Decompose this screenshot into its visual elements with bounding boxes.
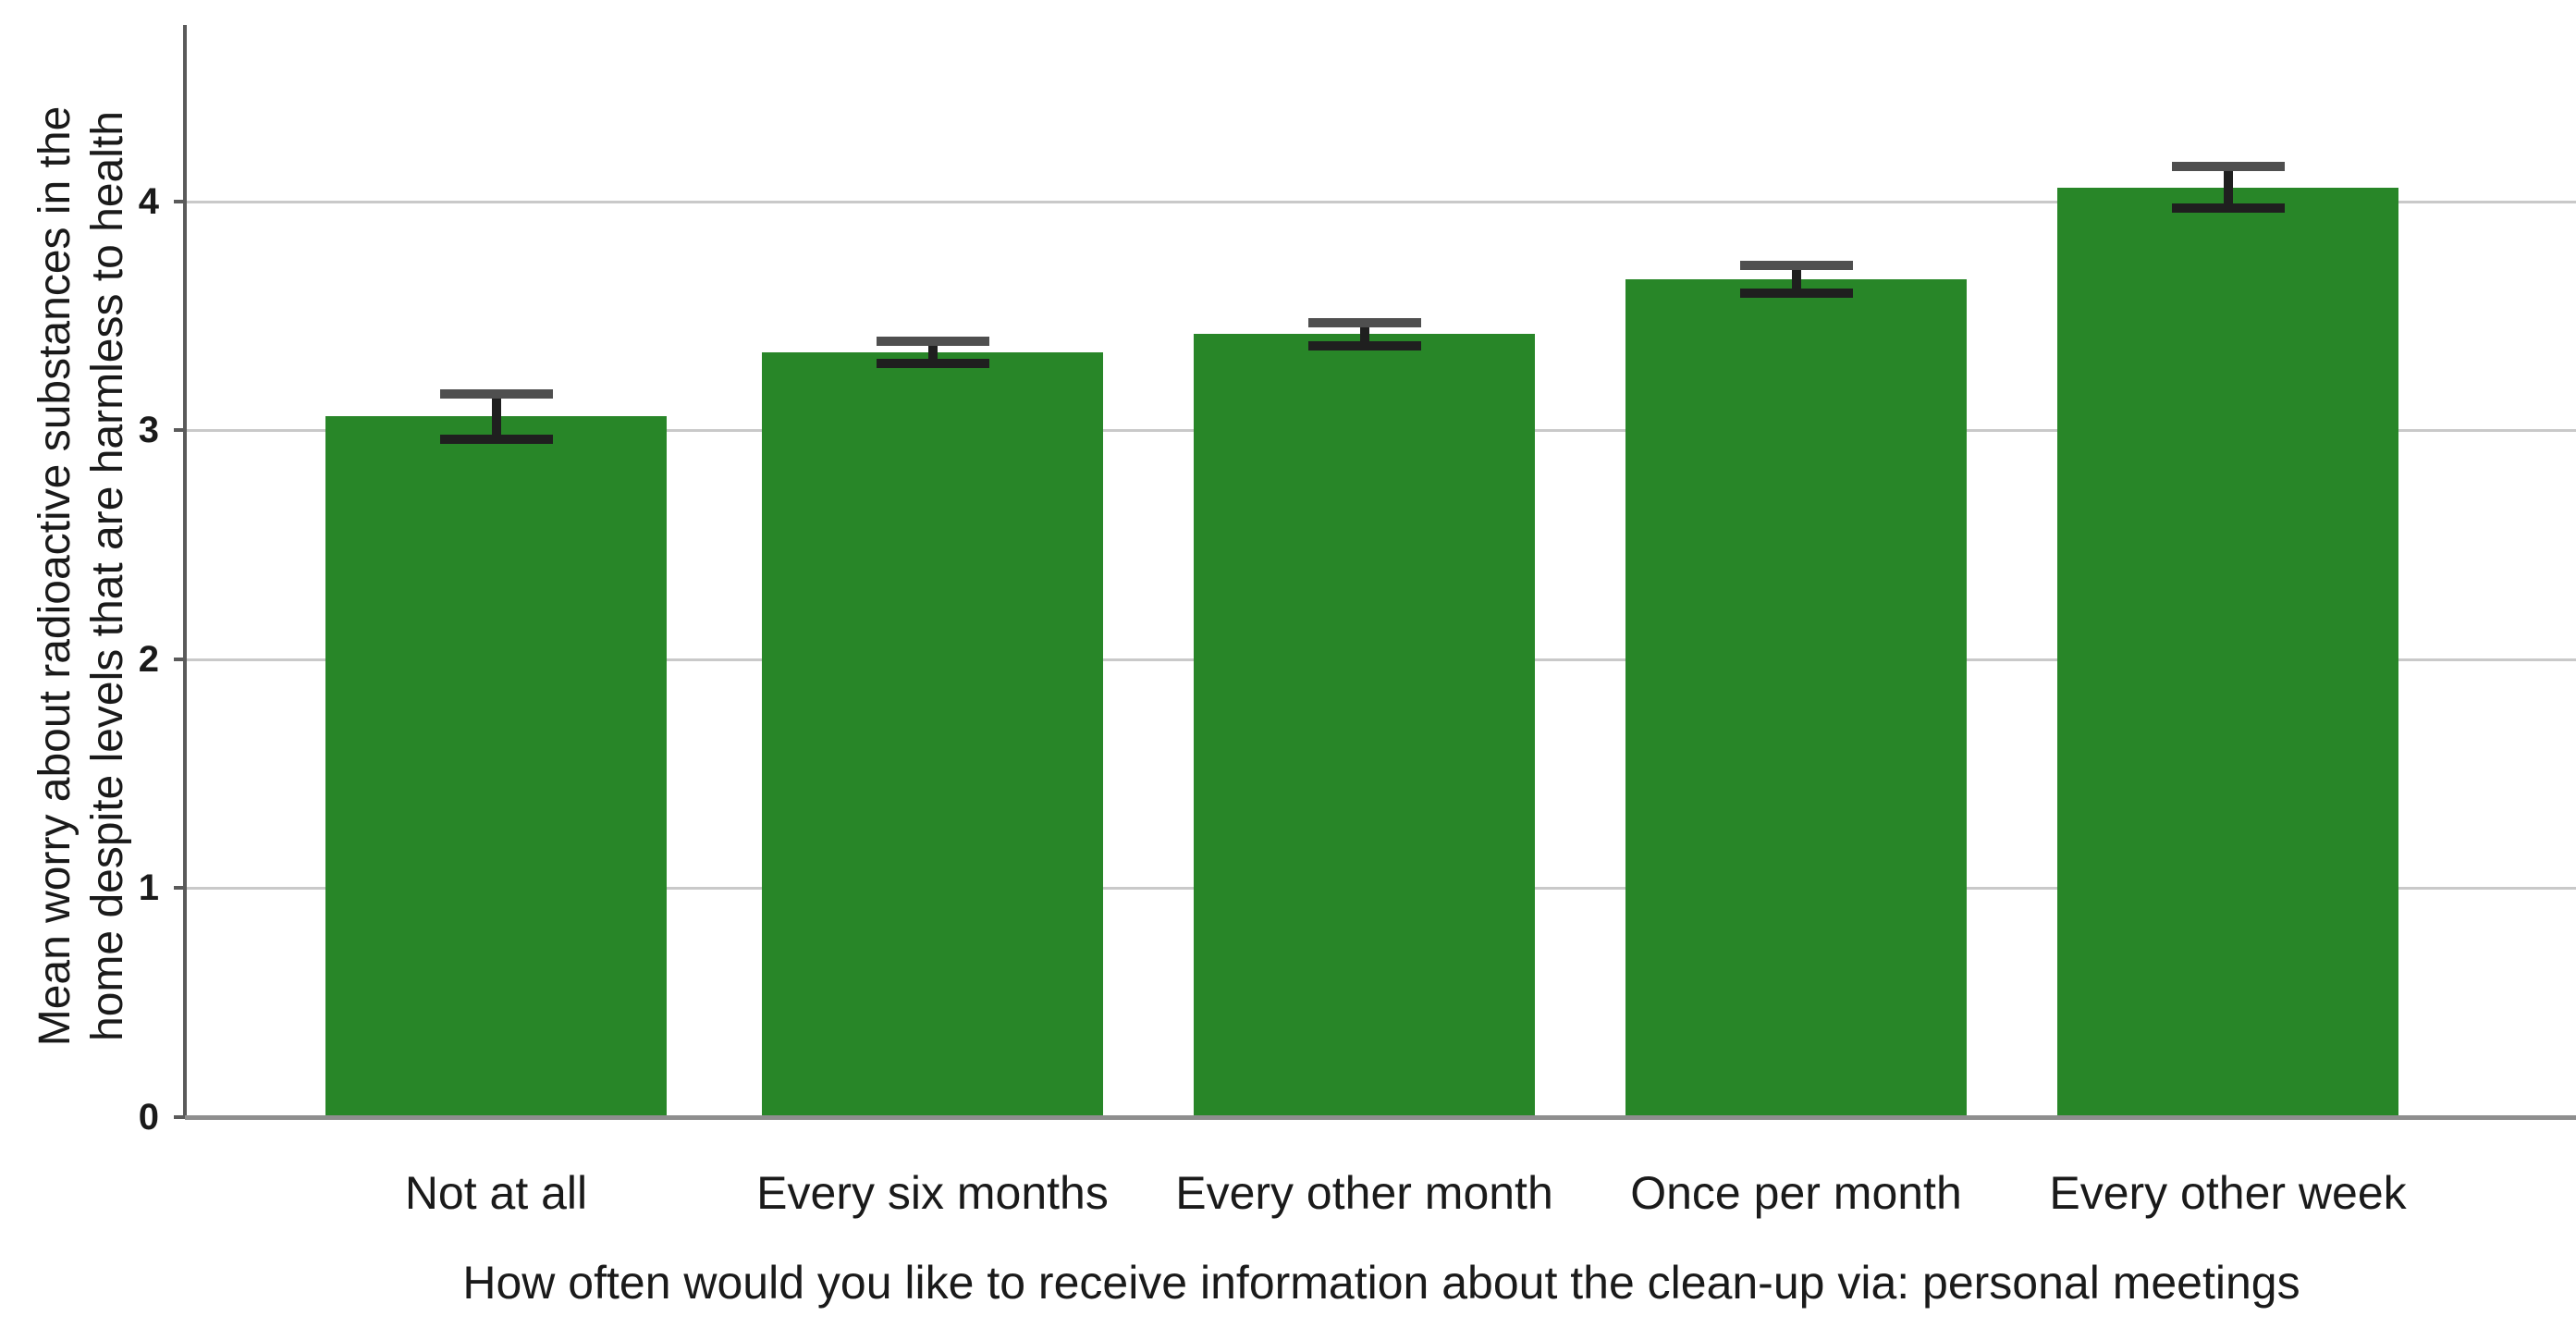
bar [762,352,1103,1117]
error-bar-cap-top [1307,317,1421,327]
y-axis-line [183,25,187,1119]
error-bar-cap-top [1739,260,1853,270]
x-axis-title: How often would you like to receive info… [462,1257,2300,1309]
y-tick-mark [174,1115,185,1119]
bar [1625,278,1967,1117]
y-tick-label: 4 [138,180,159,222]
y-tick-mark [174,199,185,203]
x-category-label: Every other month [1175,1167,1553,1219]
error-bar-cap-bottom [2171,203,2285,214]
error-bar-stem [927,340,938,364]
x-axis-line [185,1115,2576,1120]
y-tick-mark [174,428,185,433]
error-bar-stem [491,393,501,440]
y-tick-label: 3 [138,410,159,451]
error-bar-stem [1359,322,1369,346]
x-category-label: Every six months [756,1167,1109,1219]
error-bar-cap-bottom [1739,288,1853,298]
error-bar-cap-bottom [876,359,989,369]
y-tick-mark [174,886,185,891]
error-bar-cap-bottom [1307,340,1421,350]
error-bar-cap-bottom [439,435,553,445]
bar [1194,334,1535,1117]
y-tick-mark [174,657,185,661]
error-bar-cap-top [2171,162,2285,172]
error-bar-stem [2223,166,2233,209]
x-category-label: Not at all [404,1167,588,1219]
y-tick-label: 1 [138,867,159,909]
error-bar-cap-top [439,388,553,399]
bar [325,416,667,1117]
error-bar-cap-top [876,336,989,346]
x-category-label: Every other week [2049,1167,2407,1219]
y-tick-label: 2 [138,638,159,680]
y-tick-label: 0 [138,1097,159,1137]
gridline [187,200,2576,203]
x-category-label: Once per month [1630,1167,1962,1219]
error-bar-stem [1791,264,1801,293]
bar [2057,187,2398,1117]
